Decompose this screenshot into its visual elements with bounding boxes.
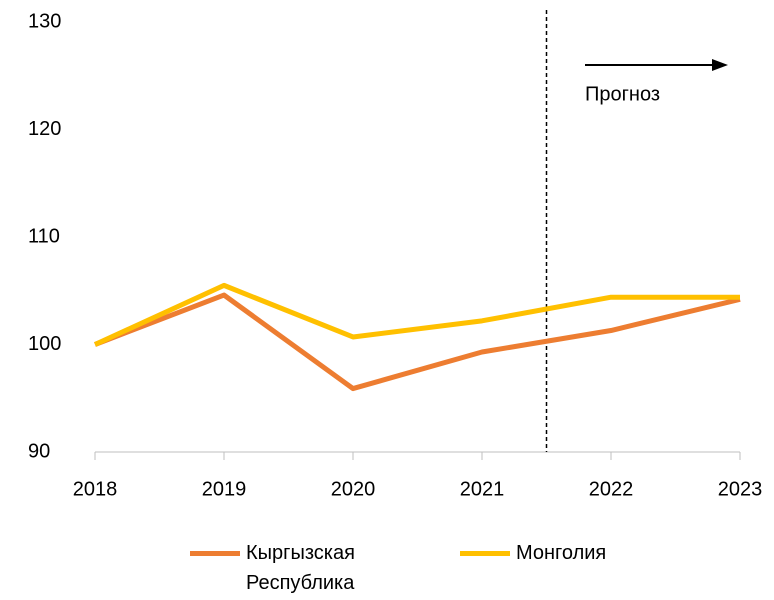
series-line bbox=[94, 292, 741, 392]
x-tick-label: 2021 bbox=[460, 478, 505, 500]
y-tick-label: 100 bbox=[28, 333, 61, 355]
annotation: Прогноз bbox=[585, 83, 660, 105]
x-tick-label: 2023 bbox=[718, 478, 763, 500]
arrow-head bbox=[712, 59, 728, 71]
legend-label: Монголия bbox=[516, 542, 607, 564]
x-tick-label: 2018 bbox=[73, 478, 118, 500]
series-line bbox=[93, 282, 740, 347]
y-tick-label: 120 bbox=[28, 118, 61, 140]
legend-item: Кыргызская Республика bbox=[190, 538, 396, 598]
x-tick-label: 2022 bbox=[589, 478, 634, 500]
x-tick-label: 2019 bbox=[202, 478, 247, 500]
legend-swatch bbox=[460, 551, 510, 556]
y-tick-label: 110 bbox=[28, 225, 60, 247]
legend-label: Кыргызская Республика bbox=[246, 542, 355, 594]
y-tick-label: 130 bbox=[28, 10, 61, 32]
legend-swatch bbox=[190, 551, 240, 556]
x-tick-label: 2020 bbox=[331, 478, 376, 500]
legend-item: Монголия bbox=[460, 538, 716, 568]
y-tick-label: 90 bbox=[28, 440, 50, 462]
